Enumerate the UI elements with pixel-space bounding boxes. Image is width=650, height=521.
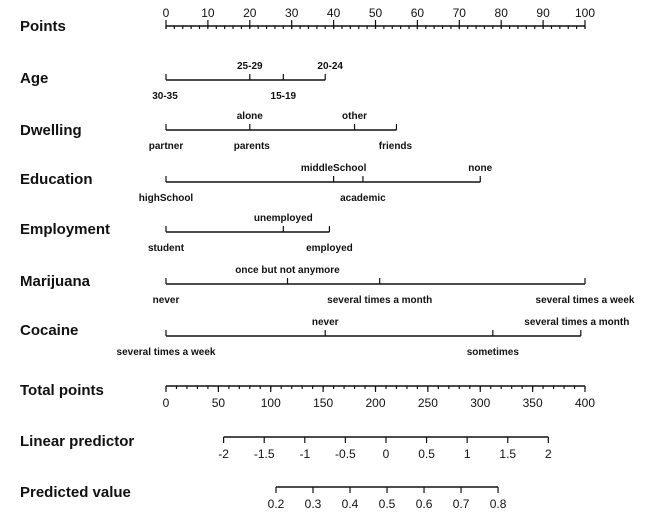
category-label: 20-24 <box>317 61 343 72</box>
row-labels: Points Age Dwelling Education Employment Mari… <box>20 18 134 501</box>
category-label: several times a month <box>327 295 432 306</box>
category-label: 15-19 <box>271 91 297 102</box>
row-cocaine: several times a week never sometimes severa… <box>117 317 630 358</box>
tick-label: 0.2 <box>268 497 285 511</box>
tick-label: 90 <box>536 6 550 20</box>
row-label-points: Points <box>20 18 66 35</box>
category-label: several times a week <box>536 295 635 306</box>
tick-label: 300 <box>470 396 490 410</box>
tick-label: 350 <box>523 396 543 410</box>
tick-label: 0 <box>163 6 170 20</box>
row-label-marijuana: Marijuana <box>20 273 91 290</box>
row-linear-predictor: -2 -1.5 -1 -0.5 0 0.5 1 1.5 2 <box>218 436 552 461</box>
row-education: highSchool middleSchool academic none <box>139 163 493 204</box>
tick-label: -0.5 <box>335 447 356 461</box>
tick-label: 60 <box>411 6 425 20</box>
tick-label: 100 <box>261 396 281 410</box>
category-label: 25-29 <box>237 61 263 72</box>
tick-label: 70 <box>453 6 467 20</box>
category-label: once but not anymore <box>235 265 340 276</box>
row-label-education: Education <box>20 171 93 188</box>
category-label: parents <box>234 141 271 152</box>
category-label: 30-35 <box>152 91 178 102</box>
tick-label: 100 <box>575 6 595 20</box>
tick-label: 0.5 <box>379 497 396 511</box>
row-label-cocaine: Cocaine <box>20 322 78 339</box>
category-label: student <box>148 243 185 254</box>
row-points: 0 10 20 30 40 50 60 70 80 90 100 <box>163 6 595 29</box>
tick-label: 0.7 <box>453 497 470 511</box>
tick-label: 400 <box>575 396 595 410</box>
tick-label: -1 <box>299 447 310 461</box>
category-label: middleSchool <box>301 163 367 174</box>
tick-label: 20 <box>243 6 257 20</box>
row-label-predicted-value: Predicted value <box>20 484 131 501</box>
row-label-total-points: Total points <box>20 382 104 399</box>
category-label: academic <box>340 193 386 204</box>
tick-label: 0 <box>163 396 170 410</box>
category-label: other <box>342 111 367 122</box>
tick-label: 0.6 <box>416 497 433 511</box>
tick-label: 0.4 <box>342 497 359 511</box>
tick-label: 10 <box>201 6 215 20</box>
category-label: highSchool <box>139 193 194 204</box>
tick-label: -2 <box>218 447 229 461</box>
row-predicted-value: 0.2 0.3 0.4 0.5 0.6 0.7 0.8 <box>268 486 507 511</box>
tick-label: 50 <box>369 6 383 20</box>
tick-label: 150 <box>313 396 333 410</box>
category-label: partner <box>149 141 184 152</box>
tick-label: 0.8 <box>490 497 507 511</box>
tick-label: 0.5 <box>418 447 435 461</box>
tick-label: 2 <box>545 447 552 461</box>
row-total-points: 0 50 100 150 200 250 300 350 400 <box>163 385 595 410</box>
tick-label: 40 <box>327 6 341 20</box>
row-employment: student unemployed employed <box>148 213 353 254</box>
row-label-employment: Employment <box>20 221 110 238</box>
tick-label: 200 <box>365 396 385 410</box>
row-marijuana: never once but not anymore several times a… <box>153 265 635 306</box>
tick-label: 50 <box>212 396 226 410</box>
row-label-linear-predictor: Linear predictor <box>20 433 134 450</box>
tick-label: -1.5 <box>254 447 275 461</box>
category-label: never <box>312 317 339 328</box>
category-label: sometimes <box>467 347 520 358</box>
tick-label: 250 <box>418 396 438 410</box>
tick-label: 30 <box>285 6 299 20</box>
row-age: 30-35 25-29 15-19 20-24 <box>152 61 343 102</box>
tick-label: 0.3 <box>305 497 322 511</box>
category-label: never <box>153 295 180 306</box>
row-axes: 0 10 20 30 40 50 60 70 80 90 10030-3525-2915-1920-… <box>117 6 635 511</box>
row-label-dwelling: Dwelling <box>20 122 82 139</box>
category-label: alone <box>237 111 264 122</box>
category-label: several times a month <box>524 317 629 328</box>
tick-label: 1.5 <box>499 447 516 461</box>
row-label-age: Age <box>20 70 48 87</box>
category-label: friends <box>379 141 413 152</box>
category-label: unemployed <box>254 213 313 224</box>
category-label: none <box>468 163 492 174</box>
category-label: several times a week <box>117 347 216 358</box>
tick-label: 0 <box>383 447 390 461</box>
category-label: employed <box>306 243 353 254</box>
row-dwelling: partner alone parents other friends <box>149 111 413 152</box>
tick-label: 80 <box>495 6 509 20</box>
tick-label: 1 <box>464 447 471 461</box>
